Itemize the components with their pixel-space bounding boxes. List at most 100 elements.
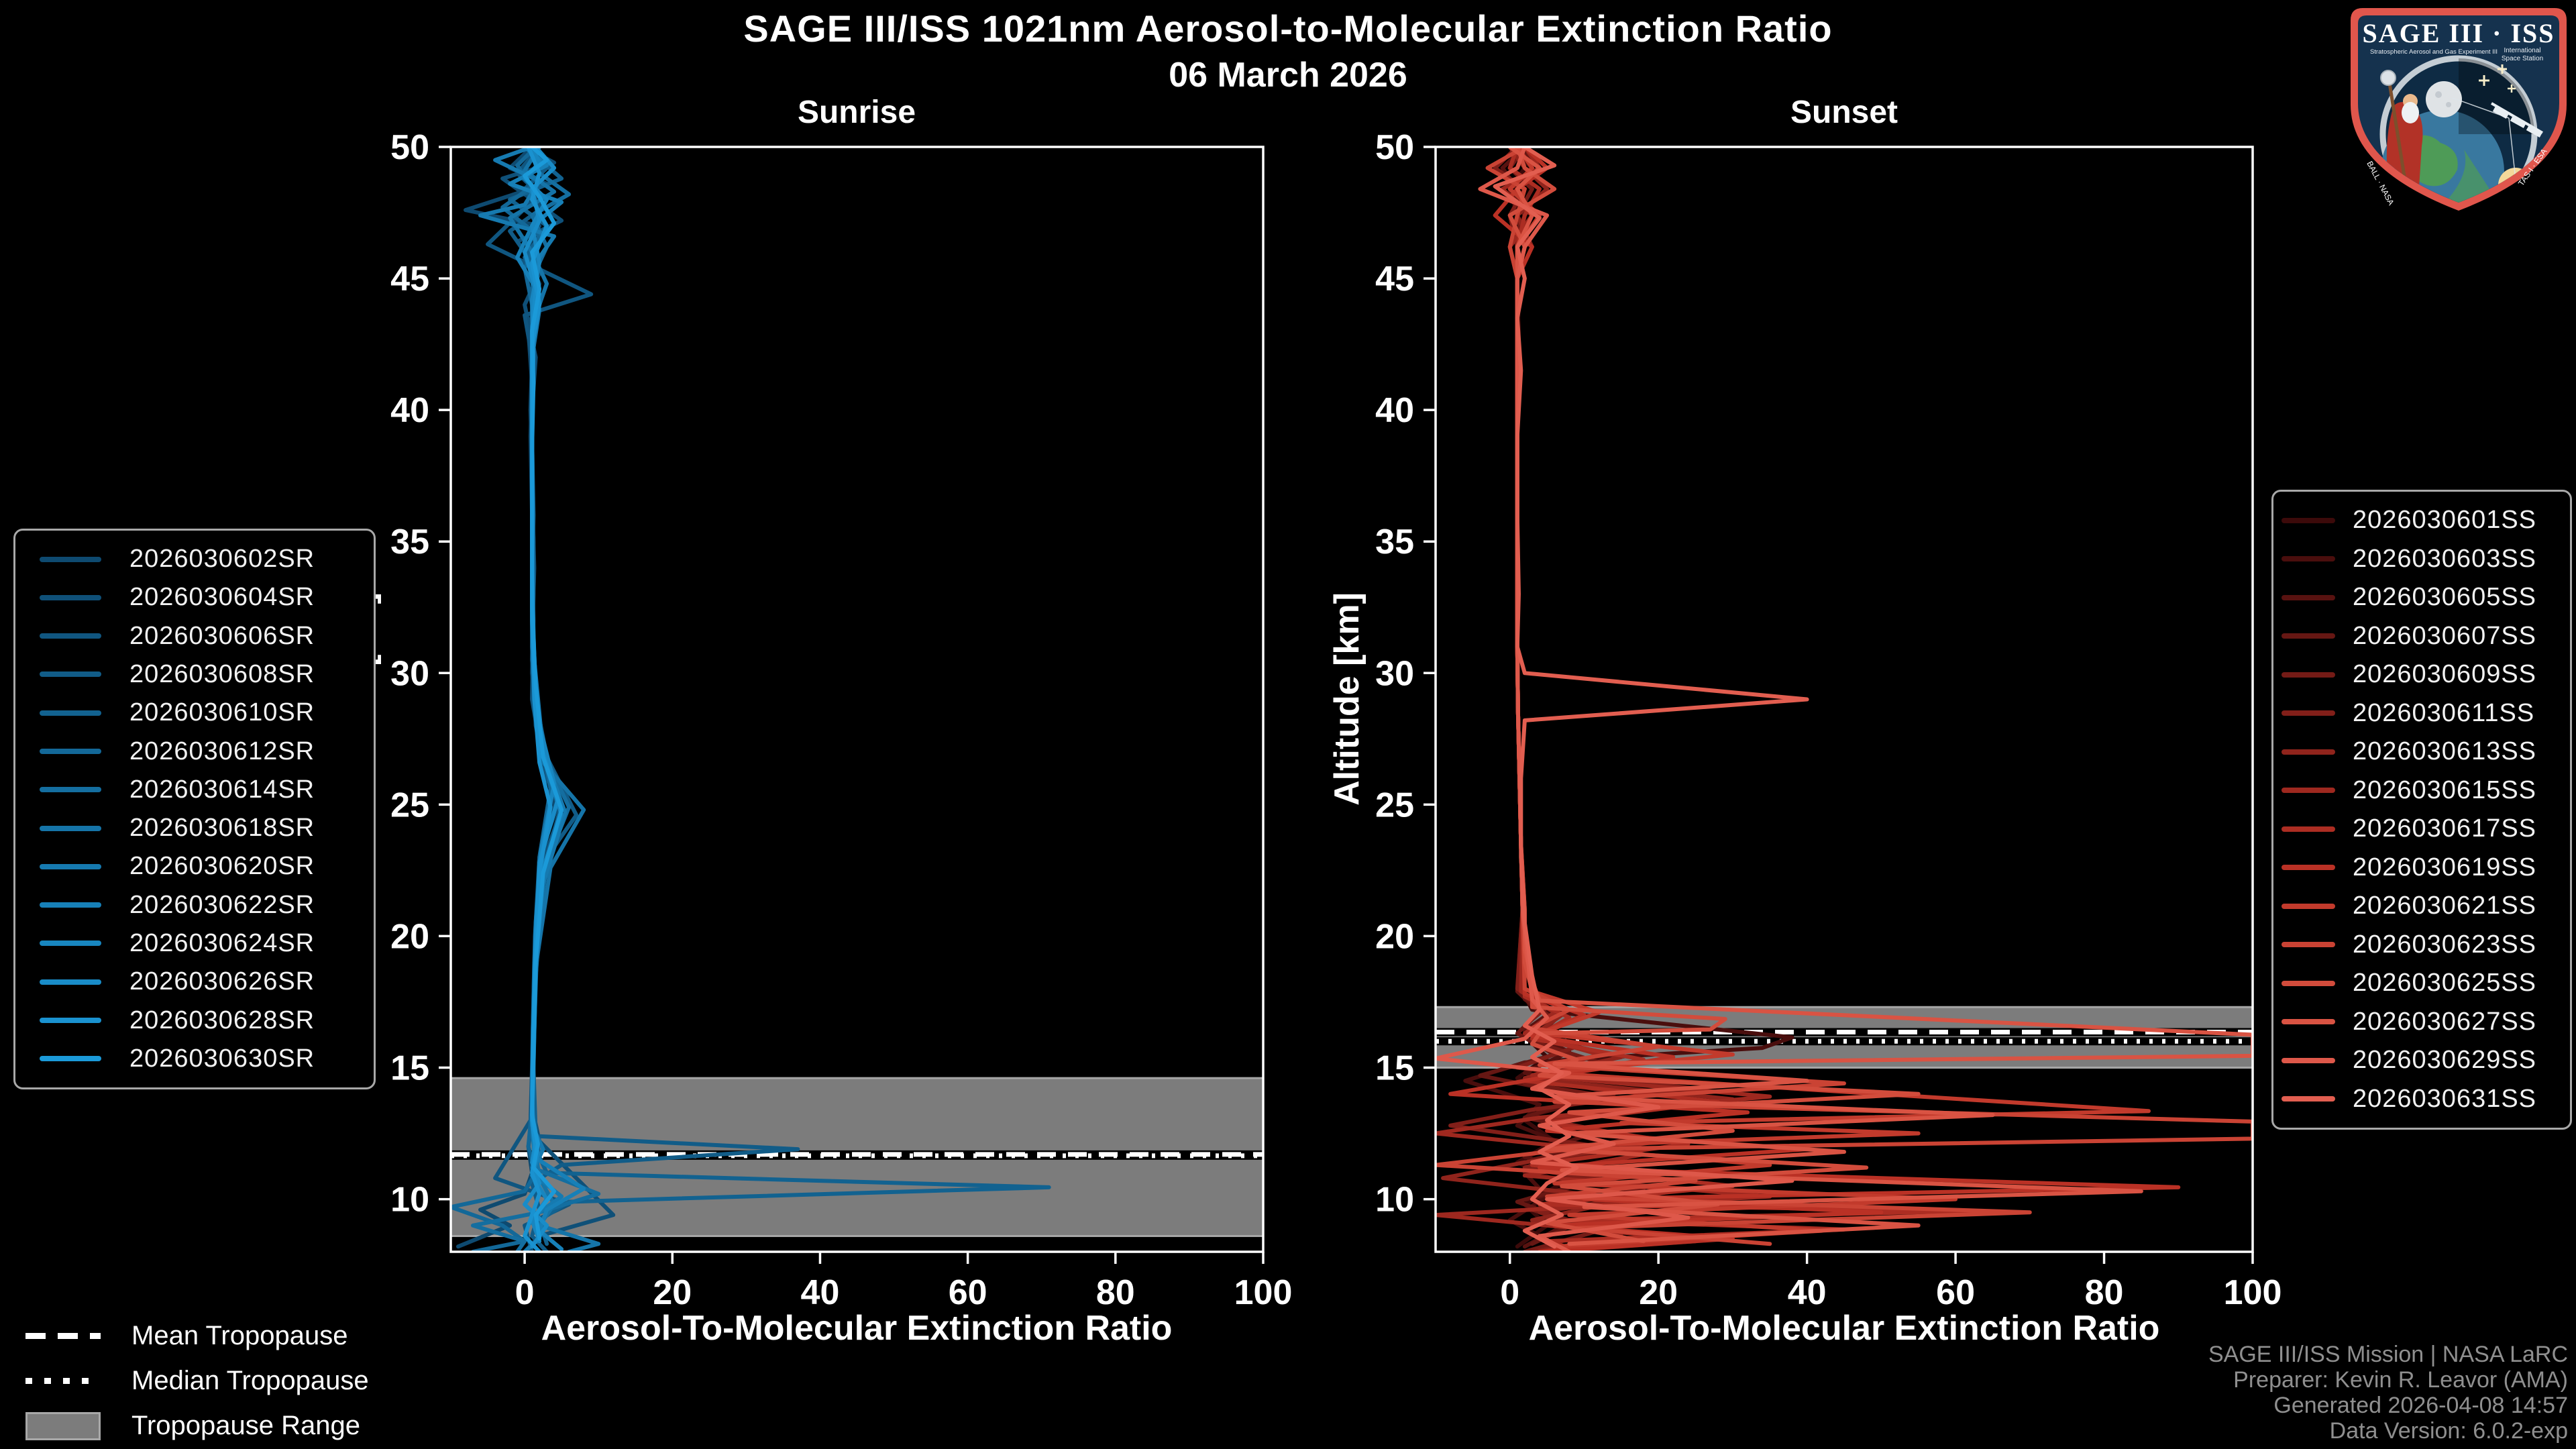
credits-block: SAGE III/ISS Mission | NASA LaRC Prepare… <box>2208 1342 2568 1444</box>
legend-item-label: 2026030604SR <box>129 583 315 612</box>
y-tick-label: 40 <box>390 391 429 430</box>
legend-item-label: 2026030626SR <box>129 967 315 996</box>
legend-item-label: 2026030614SR <box>129 775 315 804</box>
credit-version: Data Version: 6.0.2-exp <box>2329 1418 2568 1444</box>
sage-iss-mission-patch-logo: SAGE III · ISS Stratospheric Aerosol and… <box>2351 8 2567 211</box>
x-tick-label: 20 <box>653 1273 692 1312</box>
tropopause-legend-row: Mean Tropopause <box>25 1313 369 1358</box>
y-tick-label: 20 <box>390 917 429 956</box>
y-tick-label: 10 <box>1375 1181 1414 1220</box>
legend-item-2026030626SR: 2026030626SR <box>15 967 374 996</box>
legend-item-2026030609SS: 2026030609SS <box>2273 660 2570 689</box>
legend-item-label: 2026030619SS <box>2353 853 2537 881</box>
y-tick-label: 15 <box>1375 1049 1414 1088</box>
legend-item-2026030607SS: 2026030607SS <box>2273 622 2570 651</box>
x-tick-label: 80 <box>1096 1273 1135 1312</box>
legend-item-2026030602SR: 2026030602SR <box>15 545 374 574</box>
sunset-plot: 0 20 40 60 80 100 10 15 20 25 30 35 40 45 50 <box>1375 128 2282 1312</box>
sunrise-legend: 2026030602SR 2026030604SR 2026030606SR 2026… <box>13 529 376 1089</box>
sunrise-x-axis-label: Aerosol-To-Molecular Extinction Ratio <box>541 1309 1173 1348</box>
legend-item-2026030629SS: 2026030629SS <box>2273 1046 2570 1075</box>
tropopause-legend: Mean Tropopause Median Tropopause Tropop… <box>25 1313 369 1448</box>
patch-figure-beard <box>2402 102 2419 123</box>
legend-line-swatch-icon <box>2282 556 2335 562</box>
legend-line-swatch-icon <box>40 672 101 678</box>
legend-line-swatch-icon <box>40 749 101 755</box>
patch-staff-orb <box>2380 70 2396 86</box>
mean-tropopause-line-icon <box>25 1333 101 1339</box>
legend-line-swatch-icon <box>40 556 101 562</box>
legend-line-swatch-icon <box>40 902 101 908</box>
median-tropopause-line-icon <box>25 1378 101 1384</box>
legend-item-label: 2026030613SS <box>2353 737 2537 766</box>
legend-line-swatch-icon <box>2282 710 2335 716</box>
legend-line-swatch-icon <box>40 863 101 869</box>
legend-item-label: 2026030627SS <box>2353 1007 2537 1036</box>
x-tick-label: 80 <box>2085 1273 2124 1312</box>
x-tick-label: 20 <box>1639 1273 1678 1312</box>
legend-item-label: 2026030605SS <box>2353 583 2537 612</box>
x-tick-label: 40 <box>801 1273 840 1312</box>
legend-item-2026030608SR: 2026030608SR <box>15 660 374 689</box>
legend-item-2026030623SS: 2026030623SS <box>2273 930 2570 959</box>
y-tick-label: 20 <box>1375 917 1414 956</box>
legend-item-label: 2026030608SR <box>129 659 315 688</box>
legend-item-label: 2026030615SS <box>2353 775 2537 804</box>
y-tick-label: 50 <box>1375 128 1414 167</box>
patch-subtitle-right2: Space Station <box>2502 55 2543 62</box>
legend-item-label: 2026030630SR <box>129 1044 315 1073</box>
legend-item-label: 2026030629SS <box>2353 1046 2537 1075</box>
legend-line-swatch-icon <box>40 710 101 716</box>
y-tick-label: 30 <box>1375 654 1414 693</box>
legend-item-2026030618SR: 2026030618SR <box>15 814 374 843</box>
sunset-x-axis-label: Aerosol-To-Molecular Extinction Ratio <box>1528 1309 2160 1348</box>
legend-item-2026030603SS: 2026030603SS <box>2273 545 2570 574</box>
credit-preparer: Preparer: Kevin R. Leavor (AMA) <box>2233 1367 2568 1393</box>
profile-line-2026030630SR <box>523 147 564 1241</box>
legend-item-label: 2026030611SS <box>2353 698 2535 727</box>
legend-item-label: 2026030602SR <box>129 545 315 574</box>
legend-item-2026030610SR: 2026030610SR <box>15 698 374 727</box>
legend-item-label: 2026030623SS <box>2353 930 2537 959</box>
legend-item-label: 2026030612SR <box>129 737 315 765</box>
legend-line-swatch-icon <box>40 979 101 985</box>
patch-terminator-shadow <box>2459 58 2534 134</box>
legend-item-2026030624SR: 2026030624SR <box>15 929 374 958</box>
legend-item-2026030619SS: 2026030619SS <box>2273 853 2570 882</box>
legend-item-2026030625SS: 2026030625SS <box>2273 969 2570 998</box>
sunrise-plot: 0 20 40 60 80 100 10 15 20 25 30 35 40 45 50 <box>390 128 1292 1312</box>
x-tick-label: 60 <box>949 1273 987 1312</box>
legend-item-label: 2026030628SR <box>129 1006 315 1034</box>
legend-line-swatch-icon <box>2282 788 2335 794</box>
axes-frame <box>1434 146 2254 1253</box>
legend-item-2026030605SS: 2026030605SS <box>2273 583 2570 612</box>
legend-item-2026030621SS: 2026030621SS <box>2273 892 2570 920</box>
y-tick-label: 50 <box>390 128 429 167</box>
legend-item-2026030631SS: 2026030631SS <box>2273 1085 2570 1114</box>
legend-item-label: 2026030621SS <box>2353 892 2537 920</box>
legend-line-swatch-icon <box>40 825 101 831</box>
legend-item-2026030613SS: 2026030613SS <box>2273 737 2570 766</box>
credit-mission: SAGE III/ISS Mission | NASA LaRC <box>2208 1342 2568 1367</box>
legend-item-2026030601SS: 2026030601SS <box>2273 506 2570 535</box>
legend-line-swatch-icon <box>2282 1057 2335 1063</box>
legend-line-swatch-icon <box>2282 942 2335 948</box>
legend-line-swatch-icon <box>2282 1019 2335 1025</box>
legend-line-swatch-icon <box>2282 749 2335 755</box>
legend-line-swatch-icon <box>2282 594 2335 600</box>
legend-item-label: 2026030607SS <box>2353 621 2537 650</box>
legend-line-swatch-icon <box>40 787 101 793</box>
legend-line-swatch-icon <box>40 594 101 600</box>
legend-item-2026030612SR: 2026030612SR <box>15 737 374 766</box>
x-tick-label: 100 <box>1234 1273 1293 1312</box>
patch-moon-crater <box>2446 102 2451 107</box>
legend-line-swatch-icon <box>2282 672 2335 678</box>
legend-item-2026030611SS: 2026030611SS <box>2273 699 2570 728</box>
patch-iss-solar-panels-icon <box>2492 106 2543 138</box>
legend-item-2026030630SR: 2026030630SR <box>15 1044 374 1073</box>
legend-item-label: 2026030617SS <box>2353 814 2537 843</box>
sunrise-panel-title: Sunrise <box>797 95 916 130</box>
patch-moon-crater <box>2435 91 2442 98</box>
